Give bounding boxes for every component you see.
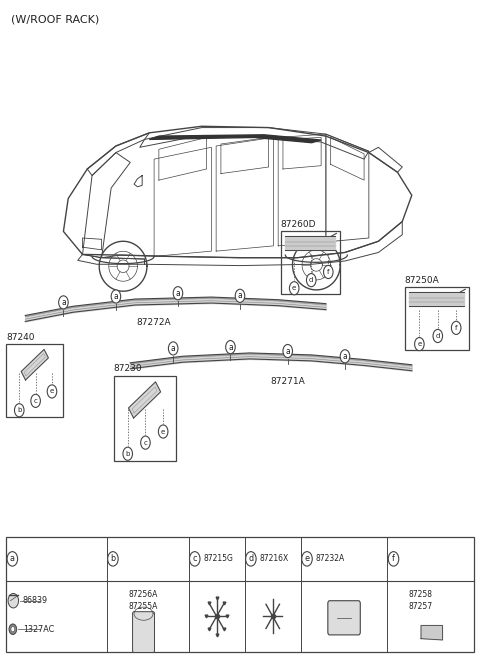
Text: 86839: 86839: [23, 596, 48, 605]
Circle shape: [451, 321, 461, 335]
Circle shape: [415, 337, 424, 350]
Text: c: c: [144, 440, 147, 446]
Text: 87232A: 87232A: [315, 554, 345, 564]
Text: d: d: [309, 277, 313, 283]
Text: e: e: [161, 428, 165, 434]
Circle shape: [158, 425, 168, 438]
Circle shape: [7, 552, 18, 566]
Text: a: a: [238, 291, 242, 300]
Text: 87216X: 87216X: [260, 554, 289, 564]
Text: a: a: [228, 343, 233, 352]
Text: d: d: [248, 554, 253, 564]
Bar: [6, 537, 474, 652]
Text: e: e: [417, 341, 421, 347]
Text: 87215G: 87215G: [204, 554, 233, 564]
Circle shape: [226, 341, 235, 354]
Circle shape: [302, 552, 312, 566]
Text: d: d: [435, 333, 440, 339]
Circle shape: [123, 447, 132, 460]
Circle shape: [173, 286, 183, 300]
Circle shape: [14, 404, 24, 417]
Text: f: f: [455, 325, 457, 331]
Circle shape: [47, 385, 57, 398]
Text: a: a: [114, 292, 118, 301]
Bar: [405, 287, 469, 350]
Text: 87271A: 87271A: [270, 378, 305, 386]
Text: 87240: 87240: [6, 333, 35, 342]
Text: f: f: [392, 554, 395, 564]
Text: a: a: [61, 298, 66, 307]
Circle shape: [31, 394, 40, 407]
Circle shape: [283, 345, 292, 358]
Text: 87256A
87255A: 87256A 87255A: [129, 590, 158, 611]
Circle shape: [324, 265, 333, 279]
Polygon shape: [129, 382, 161, 418]
Text: 87272A: 87272A: [137, 318, 171, 327]
Text: e: e: [50, 389, 54, 395]
Circle shape: [9, 624, 17, 634]
Circle shape: [340, 350, 350, 363]
Text: e: e: [304, 554, 310, 564]
Circle shape: [141, 436, 150, 449]
Text: b: b: [126, 451, 130, 457]
Circle shape: [306, 273, 316, 286]
Circle shape: [235, 289, 245, 302]
Text: a: a: [343, 352, 348, 361]
Text: 87250A: 87250A: [405, 276, 439, 284]
Text: b: b: [17, 407, 22, 413]
FancyBboxPatch shape: [328, 601, 360, 635]
FancyBboxPatch shape: [132, 612, 155, 653]
Bar: [6, 345, 63, 416]
Text: b: b: [110, 554, 116, 564]
Text: a: a: [285, 346, 290, 356]
Circle shape: [433, 329, 443, 343]
Text: a: a: [176, 288, 180, 298]
Text: c: c: [34, 398, 37, 404]
Text: 1327AC: 1327AC: [23, 625, 54, 634]
Polygon shape: [149, 135, 321, 143]
Text: (W/ROOF RACK): (W/ROOF RACK): [11, 15, 99, 24]
Circle shape: [111, 290, 120, 303]
Circle shape: [388, 552, 399, 566]
Circle shape: [289, 282, 299, 295]
Circle shape: [8, 593, 19, 608]
Polygon shape: [421, 626, 443, 640]
Bar: [281, 232, 340, 294]
Text: c: c: [192, 554, 197, 564]
Text: 87230: 87230: [114, 364, 142, 374]
Polygon shape: [21, 349, 48, 380]
Bar: [114, 376, 176, 461]
Circle shape: [168, 342, 178, 355]
Text: e: e: [292, 285, 296, 291]
Text: 87258
87257: 87258 87257: [408, 590, 432, 611]
Text: 87260D: 87260D: [281, 220, 316, 229]
Circle shape: [108, 552, 118, 566]
Text: a: a: [10, 554, 15, 564]
Circle shape: [246, 552, 256, 566]
Text: a: a: [171, 344, 176, 353]
Circle shape: [190, 552, 200, 566]
Circle shape: [11, 626, 15, 632]
Circle shape: [59, 296, 68, 309]
Text: f: f: [327, 269, 330, 275]
